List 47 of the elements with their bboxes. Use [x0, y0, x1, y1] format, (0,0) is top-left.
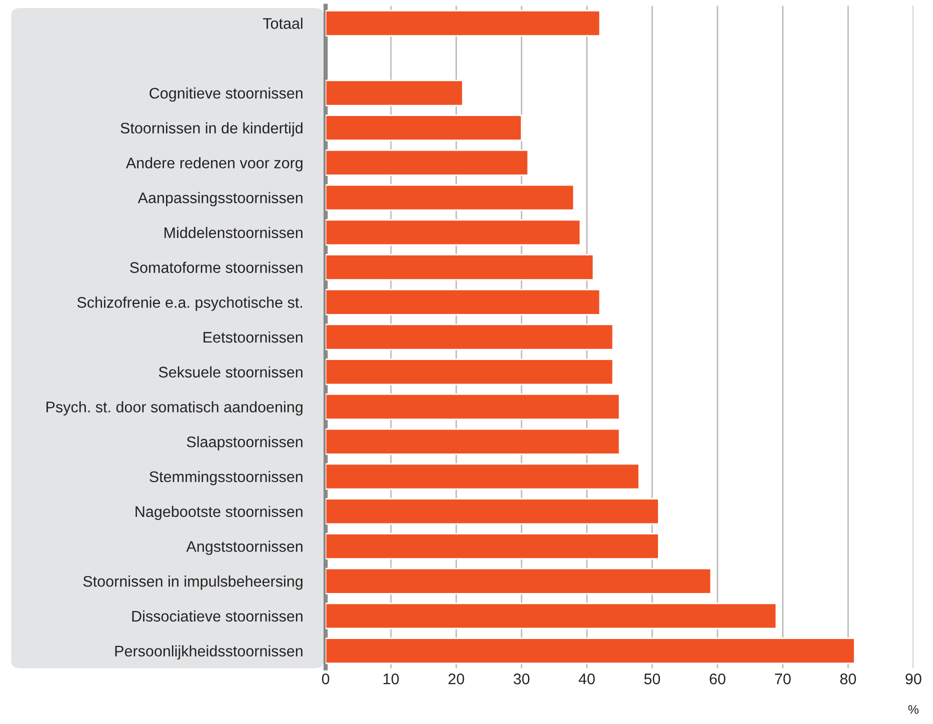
bar: [326, 184, 574, 211]
bar: [326, 358, 614, 386]
y-tick-label: Eetstoornissen: [204, 331, 302, 343]
x-tick-label: 80: [840, 674, 856, 684]
bar: [326, 288, 601, 316]
x-tick-label: 90: [906, 674, 922, 684]
y-tick-label: Andere redenen voor zorg: [126, 157, 302, 172]
y-tick-label: Angststoornissen: [186, 540, 302, 555]
x-tick-label: 0: [322, 674, 330, 684]
bar: [326, 394, 620, 420]
bar: [326, 602, 777, 630]
x-tick-label: 30: [514, 674, 530, 684]
x-tick-label: 70: [775, 674, 791, 684]
y-tick-label: Totaal: [262, 18, 302, 29]
bar: [326, 568, 712, 594]
bar: [326, 324, 614, 350]
x-tick-label: 20: [448, 674, 464, 684]
bar: [326, 80, 464, 106]
y-tick-label: Somatoforme stoornissen: [130, 262, 302, 273]
x-tick-label: 40: [578, 674, 595, 684]
y-tick-label: Stemmingsstoornissen: [150, 470, 302, 486]
y-tick-label: Psych. st. door somatisch aandoening: [46, 401, 302, 416]
y-tick-label: Aanpassingsstoornissen: [138, 192, 302, 206]
y-tick-label: Stoornissen in impulsbeheersing: [83, 576, 302, 590]
y-tick-label: Slaapstoornissen: [186, 436, 302, 450]
bar: [326, 149, 529, 176]
x-tick-label: 60: [710, 674, 726, 684]
y-tick-label: Nagebootste stoornissen: [136, 506, 302, 520]
y-tick-label: Cognitieve stoornissen: [150, 87, 302, 102]
y-tick-label: Persoonlijkheidsstoornissen: [115, 645, 302, 660]
bar: [326, 532, 660, 560]
bar: [326, 638, 856, 664]
bar: [326, 463, 640, 490]
bar: [326, 219, 582, 246]
bar: [326, 428, 620, 455]
y-tick-label: Middelenstoornissen: [164, 226, 302, 238]
x-axis-title: %: [908, 705, 919, 714]
y-tick-label: Seksuele stoornissen: [158, 366, 302, 378]
bar: [326, 254, 594, 281]
bar: [326, 498, 660, 525]
y-tick-label: Schizofrenie e.a. psychotische st.: [77, 296, 302, 311]
bar: [326, 114, 522, 142]
x-tick-label: 50: [644, 674, 660, 684]
y-tick-label: Stoornissen in de kindertijd: [120, 122, 302, 137]
y-tick-label: Dissociatieve stoornissen: [132, 610, 302, 622]
bar: [326, 10, 601, 36]
x-tick-label: 10: [384, 674, 399, 684]
